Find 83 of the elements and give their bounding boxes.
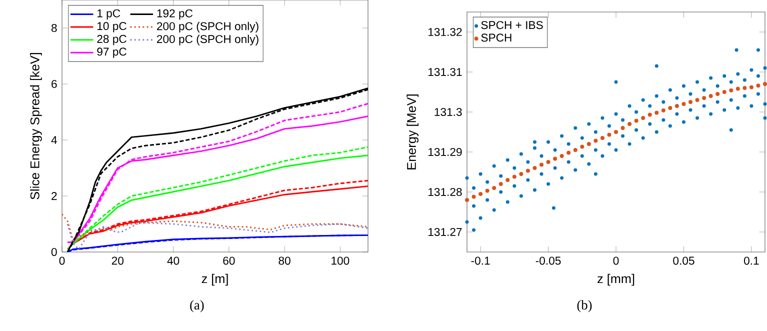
- point: [546, 160, 550, 164]
- point: [478, 192, 483, 196]
- point: [729, 88, 734, 92]
- point: [566, 150, 571, 155]
- y-axis-title: Energy [MeV]: [406, 94, 418, 170]
- x-tick-label: -0.1: [471, 256, 490, 265]
- y-tick-label: 4: [51, 136, 57, 144]
- point: [472, 194, 476, 199]
- point: [749, 85, 754, 90]
- y-tick-label: 131.32: [428, 28, 462, 36]
- y-tick-label: 2: [52, 192, 57, 200]
- x-axis-title: z [mm]: [598, 274, 634, 286]
- x-tick-label: 40: [167, 256, 180, 265]
- point: [594, 138, 598, 143]
- point: [560, 154, 564, 158]
- point: [708, 94, 713, 98]
- point: [492, 186, 496, 190]
- line-series: [66, 222, 368, 250]
- legend-label: SPCH + IBS: [481, 21, 543, 30]
- point: [620, 126, 625, 130]
- legend-label: 192 pC: [157, 9, 193, 20]
- legend-label: 10 pC: [97, 22, 126, 32]
- y-tick-label: 6: [52, 80, 57, 88]
- point: [688, 100, 692, 104]
- y-tick-label: 131.31: [428, 68, 462, 76]
- legend-label: 97 pC: [97, 48, 126, 58]
- y-tick-label: 131.29: [428, 148, 462, 156]
- point: [526, 168, 530, 173]
- x-tick-label: 0.05: [673, 256, 694, 265]
- y-tick-label: 8: [52, 24, 57, 32]
- point: [654, 110, 659, 115]
- point: [506, 178, 510, 182]
- x-tick-label: 20: [112, 256, 124, 265]
- line-series: [62, 213, 368, 242]
- point: [465, 198, 470, 202]
- x-tick-label: 0: [59, 256, 65, 265]
- point: [614, 130, 618, 134]
- y-tick-label: 131.28: [428, 188, 462, 196]
- legend-label: 200 pC (SPCH only): [156, 22, 258, 32]
- text: (a): [190, 300, 204, 312]
- x-tick-label: 100: [332, 256, 350, 265]
- x-tick-label: 60: [223, 256, 235, 265]
- x-tick-label: 0.1: [744, 256, 759, 265]
- point: [668, 106, 672, 110]
- point: [553, 156, 558, 161]
- point: [573, 148, 578, 152]
- point: [722, 90, 726, 94]
- point: [674, 104, 679, 108]
- x-tick-label: -0.05: [536, 256, 561, 265]
- point: [519, 172, 524, 176]
- x-tick-label: 0: [613, 256, 619, 265]
- point: [716, 92, 720, 96]
- point: [661, 108, 666, 112]
- point: [580, 144, 584, 149]
- legend-label: 28 pC: [97, 34, 126, 46]
- point: [736, 86, 740, 91]
- point: [600, 136, 604, 140]
- point: [498, 182, 503, 186]
- point: [485, 188, 490, 193]
- point: [512, 174, 516, 179]
- line-series: [72, 180, 368, 244]
- point: [682, 102, 686, 106]
- point: [532, 166, 537, 170]
- y-axis-title: Slice Energy Spread [keV]: [30, 53, 42, 200]
- x-axis-title: z [m]: [202, 274, 228, 286]
- point: [586, 142, 591, 146]
- point: [539, 162, 544, 167]
- point: [641, 116, 646, 120]
- legend-label: 200 pC (SPCH only): [156, 34, 258, 46]
- y-tick-label: 0: [51, 248, 57, 256]
- point: [742, 86, 747, 90]
- y-tick-label: 131.3: [434, 108, 462, 116]
- legend-label: SPCH: [481, 34, 512, 42]
- x-tick-label: 80: [278, 256, 290, 265]
- legend-label: 1 pC: [97, 9, 120, 20]
- y-tick-label: 131.27: [428, 228, 462, 236]
- point: [702, 96, 706, 100]
- text: (b): [577, 300, 592, 312]
- point: [628, 122, 632, 126]
- point: [695, 98, 700, 102]
- point: [634, 118, 638, 123]
- point: [648, 112, 652, 117]
- point: [607, 132, 612, 137]
